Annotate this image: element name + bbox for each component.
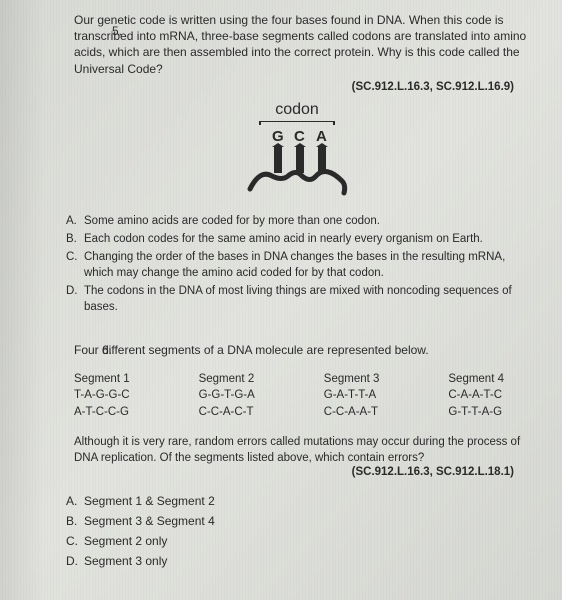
segment-title: Segment 1 (74, 371, 130, 387)
option-text: Segment 2 only (84, 532, 534, 550)
q6-option-b: B. Segment 3 & Segment 4 (66, 512, 534, 530)
q6-intro: Four different segments of a DNA molecul… (74, 343, 534, 357)
question-5: 5. Our genetic code is written using the… (60, 12, 534, 315)
svg-text:G: G (272, 128, 284, 145)
q6-option-c: C. Segment 2 only (66, 532, 534, 550)
segment-line: A-T-C-C-G (74, 404, 130, 420)
segment-title: Segment 3 (324, 371, 380, 387)
option-letter: A. (66, 492, 84, 510)
option-text: Segment 1 & Segment 2 (84, 492, 534, 510)
q5-option-c: C. Changing the order of the bases in DN… (66, 249, 534, 281)
option-letter: B. (66, 512, 84, 530)
segment-line: G-G-T-G-A (199, 387, 255, 403)
option-text: Segment 3 & Segment 4 (84, 512, 534, 530)
segment-line: C-C-A-A-T (324, 404, 380, 420)
q5-prompt: Our genetic code is written using the fo… (74, 12, 534, 77)
codon-label: codon (60, 101, 534, 119)
worksheet-content: 5. Our genetic code is written using the… (0, 0, 562, 584)
q6-option-d: D. Segment 3 only (66, 552, 534, 570)
q5-option-b: B. Each codon codes for the same amino a… (66, 231, 534, 247)
option-text: Segment 3 only (84, 552, 534, 570)
option-text: Changing the order of the bases in DNA c… (84, 249, 534, 281)
q6-standard: (SC.912.L.16.3, SC.912.L.18.1) (60, 466, 514, 478)
option-letter: A. (66, 213, 84, 229)
segment-2: Segment 2 G-G-T-G-A C-C-A-C-T (199, 371, 255, 419)
option-letter: C. (66, 532, 84, 550)
option-text: Each codon codes for the same amino acid… (84, 231, 534, 247)
option-text: Some amino acids are coded for by more t… (84, 213, 534, 229)
dna-segments: Segment 1 T-A-G-G-C A-T-C-C-G Segment 2 … (74, 371, 534, 419)
segment-line: C-A-A-T-C (448, 387, 504, 403)
codon-figure: codon G C A (60, 101, 534, 201)
option-letter: D. (66, 552, 84, 570)
segment-title: Segment 4 (448, 371, 504, 387)
q5-options: A. Some amino acids are coded for by mor… (66, 213, 534, 316)
option-letter: B. (66, 231, 84, 247)
segment-line: G-A-T-T-A (324, 387, 380, 403)
q5-option-d: D. The codons in the DNA of most living … (66, 283, 534, 315)
segment-4: Segment 4 C-A-A-T-C G-T-T-A-G (448, 371, 504, 419)
q6-option-a: A. Segment 1 & Segment 2 (66, 492, 534, 510)
segment-1: Segment 1 T-A-G-G-C A-T-C-C-G (74, 371, 130, 419)
q6-paragraph: Although it is very rare, random errors … (74, 434, 534, 466)
q6-number: 6. (102, 343, 112, 357)
q6-options: A. Segment 1 & Segment 2 B. Segment 3 & … (66, 492, 534, 570)
option-letter: C. (66, 249, 84, 281)
q5-number: 5. (112, 24, 122, 38)
q5-standard: (SC.912.L.16.3, SC.912.L.16.9) (60, 81, 514, 93)
codon-diagram: G C A (242, 121, 352, 201)
option-letter: D. (66, 283, 84, 315)
svg-text:C: C (294, 128, 305, 145)
segment-line: C-C-A-C-T (199, 404, 255, 420)
segment-line: T-A-G-G-C (74, 387, 130, 403)
svg-text:A: A (316, 128, 327, 145)
q5-option-a: A. Some amino acids are coded for by mor… (66, 213, 534, 229)
segment-3: Segment 3 G-A-T-T-A C-C-A-A-T (324, 371, 380, 419)
segment-title: Segment 2 (199, 371, 255, 387)
option-text: The codons in the DNA of most living thi… (84, 283, 534, 315)
segment-line: G-T-T-A-G (448, 404, 504, 420)
question-6: 6. Four different segments of a DNA mole… (60, 343, 534, 569)
